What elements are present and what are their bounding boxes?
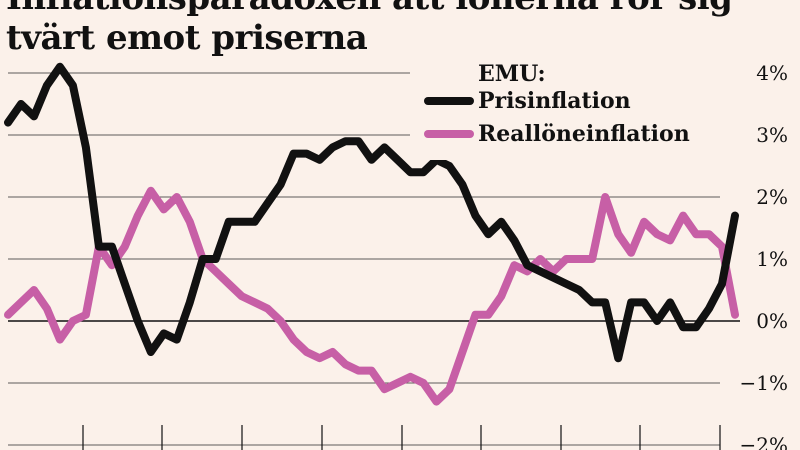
legend-title: EMU: [478,61,546,87]
y-tick-label: −1% [740,371,789,395]
legend-label-realloneinflation: Reallöneinflation [478,121,690,147]
legend: EMU: Prisinflation Reallöneinflation [410,50,740,160]
x-axis-ticks [82,425,721,450]
y-tick-label: 4% [756,61,788,85]
y-tick-label: 2% [756,185,788,209]
legend-label-prisinflation: Prisinflation [478,88,631,114]
y-axis-tick-labels: 4% 3% 2% 1% 0% −1% −2% [740,61,789,450]
y-tick-label: 0% [756,309,788,333]
y-tick-label: −2% [740,433,789,450]
y-tick-label: 3% [756,123,788,147]
chart-title-line-2: tvärt emot priserna [6,18,368,58]
series-lines [4,62,739,406]
chart-title-line-1: Inflationsparadoxen att lönerna rör sig [6,0,733,18]
series-line-realloneinflation [4,186,739,406]
series-line-prisinflation [4,62,739,363]
y-tick-label: 1% [756,247,788,271]
